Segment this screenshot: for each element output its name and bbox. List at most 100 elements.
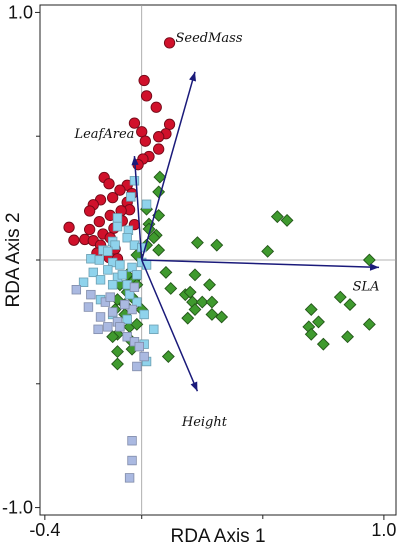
data-point-diamond-series-2	[304, 327, 318, 341]
data-point-circle-series-1	[153, 143, 165, 155]
data-point-diamond-series-2	[210, 238, 224, 252]
trait-vectors: SeedMass LeafArea SLA Height	[73, 31, 379, 430]
data-point-square-series-4	[93, 324, 103, 335]
vector-height: Height	[141, 259, 228, 430]
data-point-diamond-series-2	[316, 337, 330, 351]
data-point-square-series-4	[127, 304, 137, 315]
data-point-square-series-3	[122, 233, 132, 243]
data-point-diamond-series-2	[111, 345, 124, 359]
data-point-diamond-series-2	[152, 243, 166, 257]
data-point-diamond-series-2	[312, 315, 325, 329]
data-point-diamond-series-2	[164, 282, 178, 295]
x-tick-label: -0.4	[29, 520, 60, 540]
data-point-square-series-3	[94, 255, 105, 265]
data-point-diamond-series-2	[183, 285, 197, 299]
data-point-square-series-3	[127, 262, 137, 273]
data-point-square-series-3	[132, 270, 142, 280]
data-point-square-series-4	[122, 332, 132, 342]
data-point-circle-series-1	[138, 74, 150, 87]
data-point-circle-series-1	[83, 205, 96, 217]
data-point-diamond-series-2	[205, 295, 219, 309]
vector-line	[141, 259, 380, 269]
data-point-square-series-4	[127, 436, 137, 446]
data-point-diamond-series-2	[111, 357, 124, 371]
data-point-diamond-series-2	[343, 298, 357, 311]
data-point-square-series-4	[132, 361, 142, 372]
data-point-diamond-series-2	[362, 253, 376, 267]
data-point-square-series-4	[120, 299, 130, 310]
data-point-square-series-3	[112, 221, 123, 232]
data-point-diamond-series-2	[304, 303, 318, 316]
data-point-square-series-3	[86, 254, 96, 264]
data-point-diamond-series-2	[159, 265, 173, 279]
data-point-square-series-4	[103, 322, 113, 332]
data-point-circle-series-1	[153, 131, 165, 143]
data-point-circle-series-1	[150, 101, 162, 113]
data-point-diamond-series-2	[188, 303, 202, 316]
data-point-circle-series-1	[93, 215, 105, 228]
data-point-square-series-4	[100, 297, 111, 307]
data-point-square-series-4	[139, 351, 149, 362]
data-point-square-series-4	[129, 336, 140, 347]
data-point-diamond-series-2	[203, 278, 216, 292]
data-point-square-series-3	[126, 192, 136, 202]
vector-line	[133, 155, 143, 261]
data-point-square-series-4	[95, 312, 106, 322]
data-point-diamond-series-2	[261, 244, 275, 258]
arrowhead	[189, 71, 197, 82]
data-point-circle-series-1	[68, 234, 80, 246]
arrowhead	[369, 263, 380, 271]
data-point-square-series-3	[107, 280, 118, 290]
data-point-diamond-series-2	[215, 310, 229, 324]
vector-seedmass: SeedMass	[140, 31, 243, 261]
data-point-square-series-4	[127, 455, 137, 466]
y-tick-label: -1.0	[2, 498, 33, 518]
data-point-circle-series-1	[103, 178, 115, 190]
data-point-circle-series-1	[63, 221, 75, 233]
vector-leafarea: LeafArea	[73, 127, 143, 261]
y-tick-label: 1.0	[8, 2, 33, 22]
data-point-diamond-series-2	[153, 170, 167, 184]
arrowhead	[190, 381, 198, 392]
vector-label: SeedMass	[175, 31, 242, 46]
data-point-diamond-series-2	[190, 236, 204, 250]
data-point-square-series-4	[71, 285, 82, 295]
data-point-diamond-series-2	[333, 290, 347, 304]
data-point-diamond-series-2	[188, 268, 202, 282]
data-point-diamond-series-2	[270, 210, 284, 224]
data-point-diamond-series-2	[161, 350, 175, 363]
x-tick-label: 1.0	[371, 520, 396, 540]
data-point-square-series-3	[112, 213, 123, 223]
data-point-square-series-3	[95, 275, 106, 285]
data-point-square-series-3	[139, 309, 149, 320]
data-point-square-series-3	[122, 314, 132, 325]
vector-line	[140, 71, 196, 261]
data-point-diamond-series-2	[362, 317, 376, 331]
data-point-square-series-4	[115, 322, 125, 332]
data-point-circle-series-1	[107, 191, 119, 204]
data-point-square-series-4	[129, 282, 140, 292]
data-point-square-series-4	[107, 307, 118, 317]
vector-line	[141, 259, 199, 392]
data-point-circle-series-1	[128, 117, 141, 129]
data-point-diamond-series-2	[181, 311, 195, 325]
data-point-circle-series-1	[83, 223, 96, 236]
data-point-diamond-series-2	[280, 213, 294, 227]
vector-sla: SLA	[141, 259, 380, 294]
data-point-square-series-4	[86, 289, 96, 300]
data-point-diamond-series-2	[195, 295, 209, 309]
x-axis-title: RDA Axis 1	[170, 526, 265, 547]
data-point-circle-series-1	[163, 118, 176, 130]
data-points	[63, 37, 376, 483]
data-point-square-series-3	[132, 297, 142, 307]
y-axis-title: RDA Axis 2	[3, 212, 24, 307]
data-point-square-series-3	[117, 270, 128, 280]
data-point-square-series-3	[124, 289, 135, 300]
data-point-square-series-3	[88, 267, 98, 278]
data-point-circle-series-1	[140, 90, 153, 102]
arrowhead	[131, 156, 139, 166]
data-point-circle-series-1	[114, 184, 126, 196]
data-point-diamond-series-2	[130, 317, 144, 331]
data-point-circle-series-1	[139, 135, 151, 147]
